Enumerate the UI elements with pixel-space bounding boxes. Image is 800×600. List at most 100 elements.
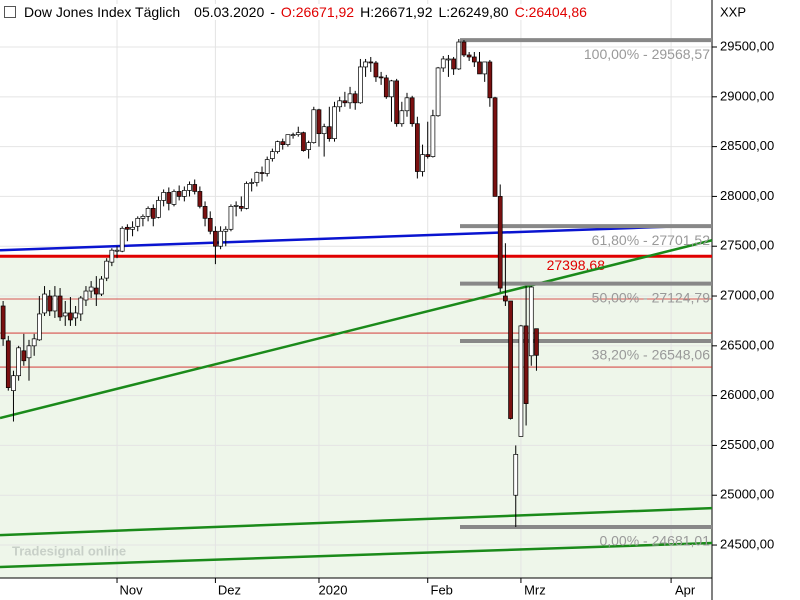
symbol-label: XXP bbox=[720, 4, 746, 19]
candle-body bbox=[471, 56, 477, 63]
y-tick-label: 26000,00 bbox=[720, 387, 774, 402]
candle-body bbox=[487, 61, 493, 99]
x-tick-label: Dez bbox=[218, 582, 241, 597]
y-tick-label: 28500,00 bbox=[720, 138, 774, 153]
trendline bbox=[0, 506, 713, 537]
candle-body bbox=[534, 328, 539, 356]
y-tick-label: 29500,00 bbox=[720, 38, 774, 53]
candle-body bbox=[285, 134, 291, 145]
candle-body bbox=[461, 41, 467, 56]
candle-body bbox=[528, 286, 534, 357]
candle-body bbox=[518, 325, 524, 437]
fib-label: 61,80% - 27701,52 bbox=[592, 232, 711, 248]
candle-body bbox=[135, 217, 141, 227]
candle-body bbox=[254, 172, 260, 183]
candle-body bbox=[363, 61, 368, 68]
candle-body bbox=[213, 230, 218, 247]
candle-body bbox=[311, 109, 317, 143]
y-tick-label: 26500,00 bbox=[720, 337, 774, 352]
trendline bbox=[0, 239, 713, 420]
y-tick-label: 24500,00 bbox=[720, 536, 774, 551]
candle-body bbox=[373, 62, 379, 78]
candle-body bbox=[259, 172, 265, 174]
candle-body bbox=[456, 41, 462, 70]
y-tick-label: 25000,00 bbox=[720, 487, 774, 502]
candle-body bbox=[513, 454, 519, 496]
candle-body bbox=[31, 338, 37, 347]
candle-body bbox=[383, 77, 389, 98]
candle-body bbox=[466, 54, 472, 58]
candle-body bbox=[347, 93, 353, 104]
candle-body bbox=[316, 109, 322, 135]
candle-body bbox=[492, 97, 498, 197]
candle-body bbox=[482, 61, 488, 75]
candle-body bbox=[88, 286, 94, 292]
candle-body bbox=[207, 217, 213, 232]
candle-body bbox=[166, 192, 172, 204]
candle-body bbox=[378, 76, 384, 79]
candle-body bbox=[326, 126, 332, 139]
window-icon[interactable] bbox=[4, 6, 16, 18]
candle-body bbox=[223, 228, 229, 232]
candle-body bbox=[109, 249, 115, 263]
trendline bbox=[0, 225, 680, 252]
candle-body bbox=[150, 208, 156, 219]
candle-body bbox=[409, 97, 415, 125]
candle-body bbox=[42, 293, 47, 314]
candle-body bbox=[21, 350, 27, 362]
candle-body bbox=[264, 159, 270, 174]
candle-body bbox=[451, 58, 456, 70]
candle-body bbox=[78, 297, 84, 315]
candle-body bbox=[389, 80, 394, 98]
fib-label: 100,00% - 29568,57 bbox=[584, 46, 710, 62]
candle-body bbox=[337, 100, 343, 108]
y-tick-label: 27500,00 bbox=[720, 238, 774, 253]
candle-body bbox=[301, 132, 306, 151]
watermark: Tradesignal online bbox=[12, 543, 126, 558]
candle-body bbox=[11, 375, 16, 391]
candle-body bbox=[73, 312, 78, 319]
candle-body bbox=[508, 300, 513, 419]
candle-body bbox=[187, 184, 192, 191]
y-tick-label: 27000,00 bbox=[720, 287, 774, 302]
candle-body bbox=[244, 183, 249, 209]
x-tick-label: Nov bbox=[119, 582, 143, 597]
candle-body bbox=[275, 141, 280, 152]
chart-date: 05.03.2020 bbox=[194, 4, 265, 20]
candle-body bbox=[161, 192, 166, 201]
candle-body bbox=[68, 312, 73, 321]
candle-body bbox=[5, 340, 11, 389]
candle-body bbox=[477, 61, 482, 75]
quote-value: C:26404,86 bbox=[514, 4, 587, 20]
candle-body bbox=[404, 97, 410, 112]
candle-body bbox=[156, 200, 161, 218]
candle-body bbox=[99, 278, 104, 295]
candle-body bbox=[228, 206, 234, 230]
x-tick-label: Mrz bbox=[524, 582, 546, 597]
candle-body bbox=[249, 182, 255, 184]
y-tick-label: 25500,00 bbox=[720, 437, 774, 452]
candle-body bbox=[192, 184, 198, 192]
candle-body bbox=[523, 325, 529, 404]
candle-body bbox=[218, 230, 223, 247]
candle-body bbox=[280, 141, 286, 145]
candle-body bbox=[306, 142, 311, 150]
candle-body bbox=[37, 313, 42, 341]
candle-body bbox=[399, 110, 405, 125]
candle-body bbox=[104, 260, 110, 279]
chart-title: Dow Jones Index Täglich bbox=[24, 4, 181, 20]
candle-body bbox=[197, 191, 203, 207]
fib-label: 0,00% - 24681,01 bbox=[599, 533, 710, 549]
quote-value: H:26671,92 bbox=[360, 4, 433, 20]
candle-body bbox=[145, 208, 151, 217]
candle-body bbox=[446, 58, 451, 61]
red-level-label: 27398,68 bbox=[547, 257, 606, 273]
y-tick-label: 29000,00 bbox=[720, 88, 774, 103]
candle-body bbox=[430, 115, 436, 157]
x-tick-label: 2020 bbox=[319, 582, 348, 597]
candle-body bbox=[420, 154, 425, 172]
candle-body bbox=[16, 347, 21, 377]
candle-body bbox=[321, 126, 327, 135]
